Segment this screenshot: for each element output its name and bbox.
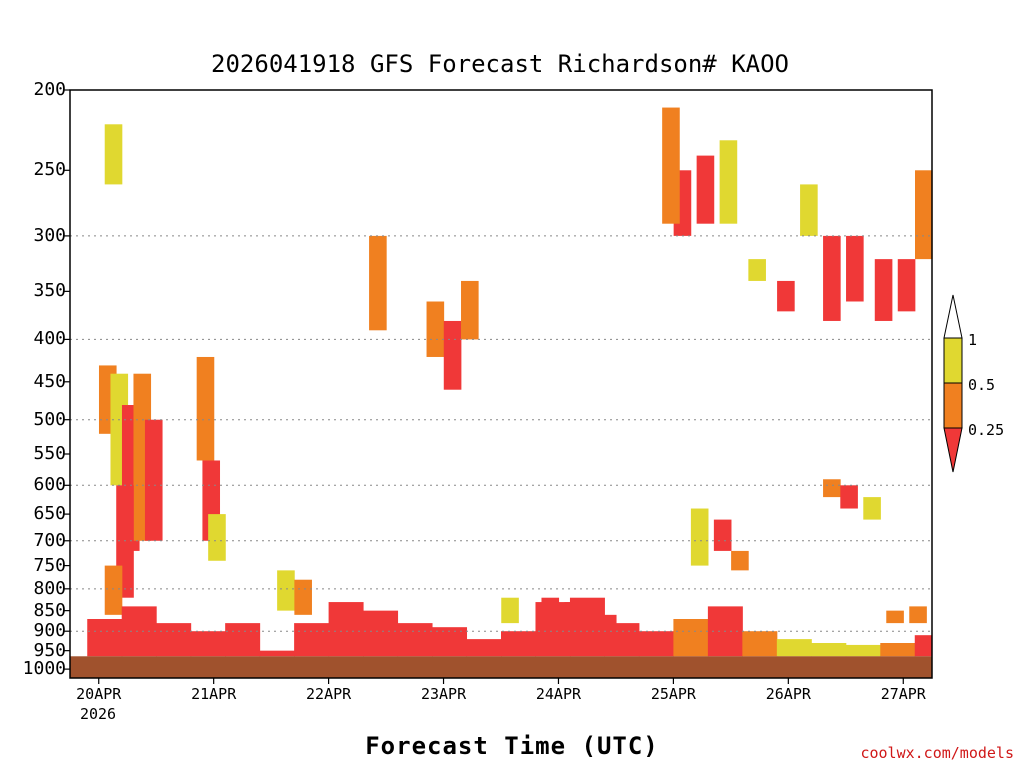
ground-layer	[70, 656, 932, 678]
boundary-layer-cell-16	[638, 631, 674, 657]
heatmap-cell-23	[696, 155, 715, 224]
y-tick-label-700: 700	[33, 529, 66, 551]
x-tick-label-22APR: 22APR	[306, 685, 352, 703]
colorbar-label-1: 0.5	[968, 376, 996, 394]
boundary-layer-cell-20	[776, 639, 812, 657]
boundary-layer-cell-5	[259, 650, 295, 657]
y-tick-label-900: 900	[33, 620, 66, 642]
heatmap-cell-40	[731, 550, 749, 571]
y-tick-label-750: 750	[33, 554, 66, 576]
boundary-layer-cell-8	[363, 610, 399, 657]
x-tick-label-20APR: 20APR	[76, 685, 122, 703]
heatmap-cells	[98, 107, 933, 644]
heatmap-cell-33	[823, 479, 841, 498]
x-tick-label-26APR: 26APR	[765, 685, 811, 703]
axis-ticks	[64, 89, 904, 684]
y-tick-label-1000: 1000	[22, 658, 66, 680]
boundary-layer-cell-23	[880, 643, 916, 657]
heatmap-cell-35	[863, 497, 881, 520]
y-tick-label-500: 500	[33, 408, 66, 430]
y-tick-label-250: 250	[33, 159, 66, 181]
credit-link[interactable]: coolwx.com/models	[860, 744, 1014, 762]
heatmap-cell-22	[662, 107, 680, 224]
colorbar-bottom-arrow	[943, 427, 963, 473]
colorbar-yellow	[943, 337, 963, 384]
y-tick-label-950: 950	[33, 639, 66, 661]
heatmap-cell-37	[909, 606, 927, 624]
heatmap-cell-7	[104, 565, 123, 615]
boundary-layer-cell-22	[845, 644, 881, 657]
heatmap-cell-8	[196, 356, 215, 461]
boundary-layer-cell-15	[604, 623, 640, 657]
heatmap-cell-31	[915, 170, 933, 260]
boundary-layer-cell-17	[673, 619, 709, 657]
y-tick-label-600: 600	[33, 474, 66, 496]
boundary-layer-cell-2	[156, 623, 192, 657]
y-tick-label-200: 200	[33, 79, 66, 100]
heatmap-cell-34	[840, 485, 858, 509]
boundary-layer-cell-13	[535, 602, 571, 657]
colorbar	[943, 294, 963, 473]
x-axis-label: Forecast Time (UTC)	[365, 732, 659, 760]
heatmap-cell-12	[294, 579, 312, 615]
y-tick-label-800: 800	[33, 577, 66, 599]
boundary-layer-cell-10	[432, 627, 468, 657]
x-tick-label-23APR: 23APR	[420, 685, 467, 703]
heatmap-cell-29	[874, 259, 893, 321]
boundary-layer-cell-21	[811, 643, 847, 657]
y-tick-label-350: 350	[33, 280, 66, 302]
heatmap-cell-0	[104, 124, 123, 185]
boundary-layer-cell-7	[328, 602, 364, 657]
chart-title: 2026041918 GFS Forecast Richardson# KAOO	[211, 50, 789, 78]
plot-frame	[69, 89, 933, 679]
heatmap-cell-16	[461, 280, 479, 340]
boundary-layer-cell-14	[569, 597, 605, 657]
colorbar-orange	[943, 382, 963, 429]
boundary-layer-cell-3	[190, 631, 226, 657]
boundary-layer-cell-19	[742, 631, 778, 657]
heatmap-cell-27	[823, 235, 841, 321]
heatmap-cell-13	[369, 235, 387, 331]
y-tick-label-400: 400	[33, 328, 66, 350]
heatmap-cell-39	[713, 519, 732, 551]
boundary-layer-cell-1	[121, 606, 157, 657]
heatmap-cell-25	[748, 259, 766, 281]
heatmap-cell-14	[426, 301, 445, 357]
x-year-label: 2026	[79, 705, 117, 723]
heatmap-cell-28	[846, 235, 864, 302]
heatmap-cell-24	[719, 140, 738, 224]
heatmap-cell-17	[501, 597, 519, 624]
x-tick-label-27APR: 27APR	[880, 685, 926, 703]
heatmap-cell-38	[690, 508, 709, 566]
heatmap-cell-26	[777, 280, 795, 312]
heatmap-cell-6	[144, 419, 163, 541]
boundary-layer-cell-4	[225, 623, 261, 657]
colorbar-label-2: 0.25	[968, 421, 1005, 439]
heatmap-cell-15	[443, 320, 462, 390]
boundary-layer-cell-0	[87, 619, 123, 657]
heatmap-cell-36	[886, 610, 904, 624]
heatmap-cell-10	[208, 514, 226, 561]
colorbar-top-arrow	[943, 294, 963, 339]
y-tick-label-450: 450	[33, 370, 66, 392]
boundary-layer-cell-11	[466, 639, 502, 657]
x-tick-label-21APR: 21APR	[191, 685, 237, 703]
heatmap-cell-32	[800, 184, 818, 236]
y-tick-label-650: 650	[33, 503, 66, 525]
y-tick-label-550: 550	[33, 442, 66, 464]
x-tick-label-25APR: 25APR	[650, 685, 696, 703]
boundary-layer-cell-6	[294, 623, 330, 657]
colorbar-label-0: 1	[968, 331, 978, 349]
heatmap-cell-30	[897, 259, 916, 312]
boundary-layer-cell-24	[914, 635, 933, 657]
heatmap-cell-11	[277, 570, 295, 611]
boundary-layer-cell-12	[501, 631, 536, 657]
boundary-layer-cell-9	[397, 623, 433, 657]
y-tick-label-850: 850	[33, 599, 66, 621]
boundary-layer-cells	[87, 597, 933, 657]
x-tick-label-24APR: 24APR	[535, 685, 582, 703]
y-tick-label-300: 300	[33, 224, 66, 246]
